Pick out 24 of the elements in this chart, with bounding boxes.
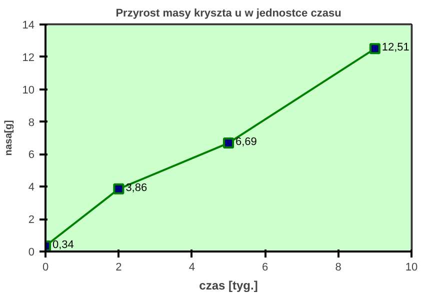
y-tick-label: 14 [22,20,35,32]
y-tick-label: 6 [28,149,35,162]
x-tick-label: 2 [116,262,122,274]
y-tick-label: 0 [28,246,35,258]
x-tick-label: 4 [188,262,195,274]
y-axis-title: nasa[g] [3,120,14,156]
y-tick-label: 10 [22,84,35,96]
chart-title: Przyrost masy kryszta u w jednostce czasu [116,8,342,20]
y-tick-label: 4 [28,182,35,194]
point [369,43,380,54]
data-label: 3,86 [126,182,148,194]
x-tick-label: 8 [335,262,342,274]
point [113,183,124,194]
y-tick-label: 8 [28,116,35,129]
data-label: 0,34 [52,238,74,251]
y-tick-label: 12 [22,52,35,64]
x-tick-label: 6 [262,262,268,274]
data-label: 12,51 [382,42,410,54]
x-tick-label: 10 [405,262,418,274]
data-label: 6,69 [236,136,257,148]
x-axis-title: czas [tyg.] [199,278,258,292]
x-tick-label: 0 [42,262,49,274]
point [223,138,234,149]
y-tick-label: 2 [28,214,35,226]
